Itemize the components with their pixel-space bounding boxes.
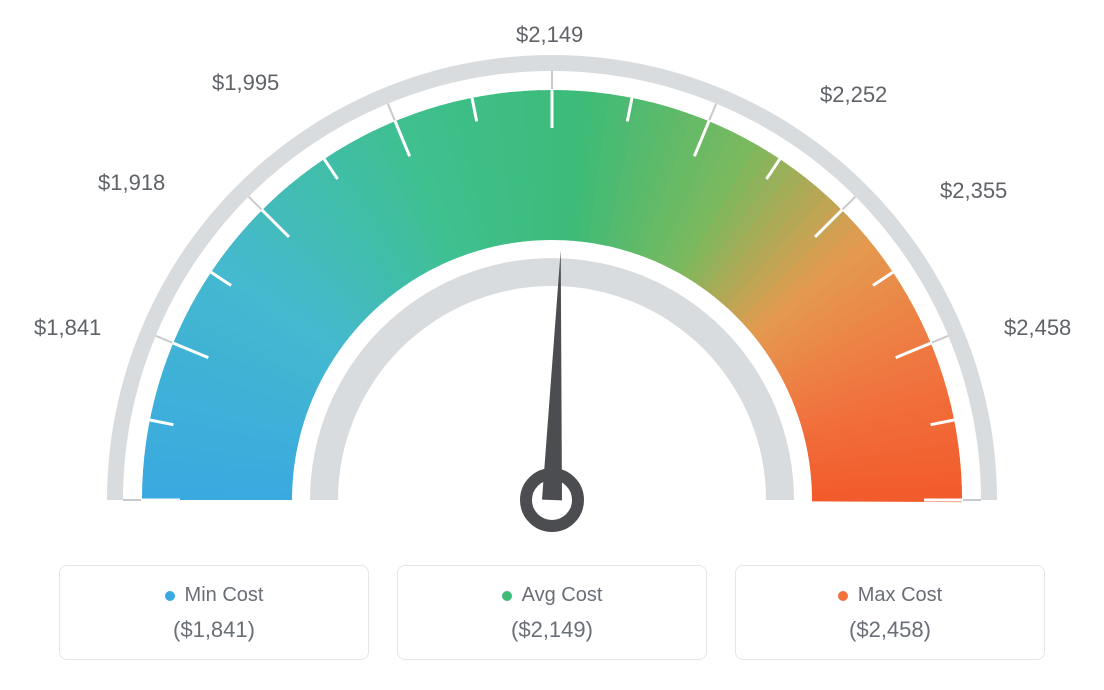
min-dot-icon [165,591,175,601]
avg-cost-label: Avg Cost [522,584,603,607]
gauge-svg [0,30,1104,590]
avg-dot-icon [502,591,512,601]
gauge-tick-label: $1,918 [98,170,165,196]
gauge-tick-label: $2,355 [940,178,1007,204]
max-cost-title-row: Max Cost [838,584,942,607]
avg-cost-value: ($2,149) [511,617,593,643]
gauge-tick-label: $2,252 [820,82,887,108]
max-cost-value: ($2,458) [849,617,931,643]
gauge-chart: $1,841 $1,918 $1,995 $2,149 $2,252 $2,355 $2,4… [0,0,1104,560]
gauge-tick-label: $2,458 [1004,315,1071,341]
max-cost-label: Max Cost [858,584,942,607]
min-cost-value: ($1,841) [173,617,255,643]
avg-cost-card: Avg Cost ($2,149) [397,565,707,660]
max-dot-icon [838,591,848,601]
min-cost-title-row: Min Cost [165,584,264,607]
min-cost-label: Min Cost [185,584,264,607]
max-cost-card: Max Cost ($2,458) [735,565,1045,660]
cost-cards-row: Min Cost ($1,841) Avg Cost ($2,149) Max … [0,565,1104,660]
gauge-tick-label: $1,841 [34,315,101,341]
gauge-tick-label: $1,995 [212,70,279,96]
avg-cost-title-row: Avg Cost [502,584,603,607]
gauge-tick-label: $2,149 [516,22,583,48]
min-cost-card: Min Cost ($1,841) [59,565,369,660]
